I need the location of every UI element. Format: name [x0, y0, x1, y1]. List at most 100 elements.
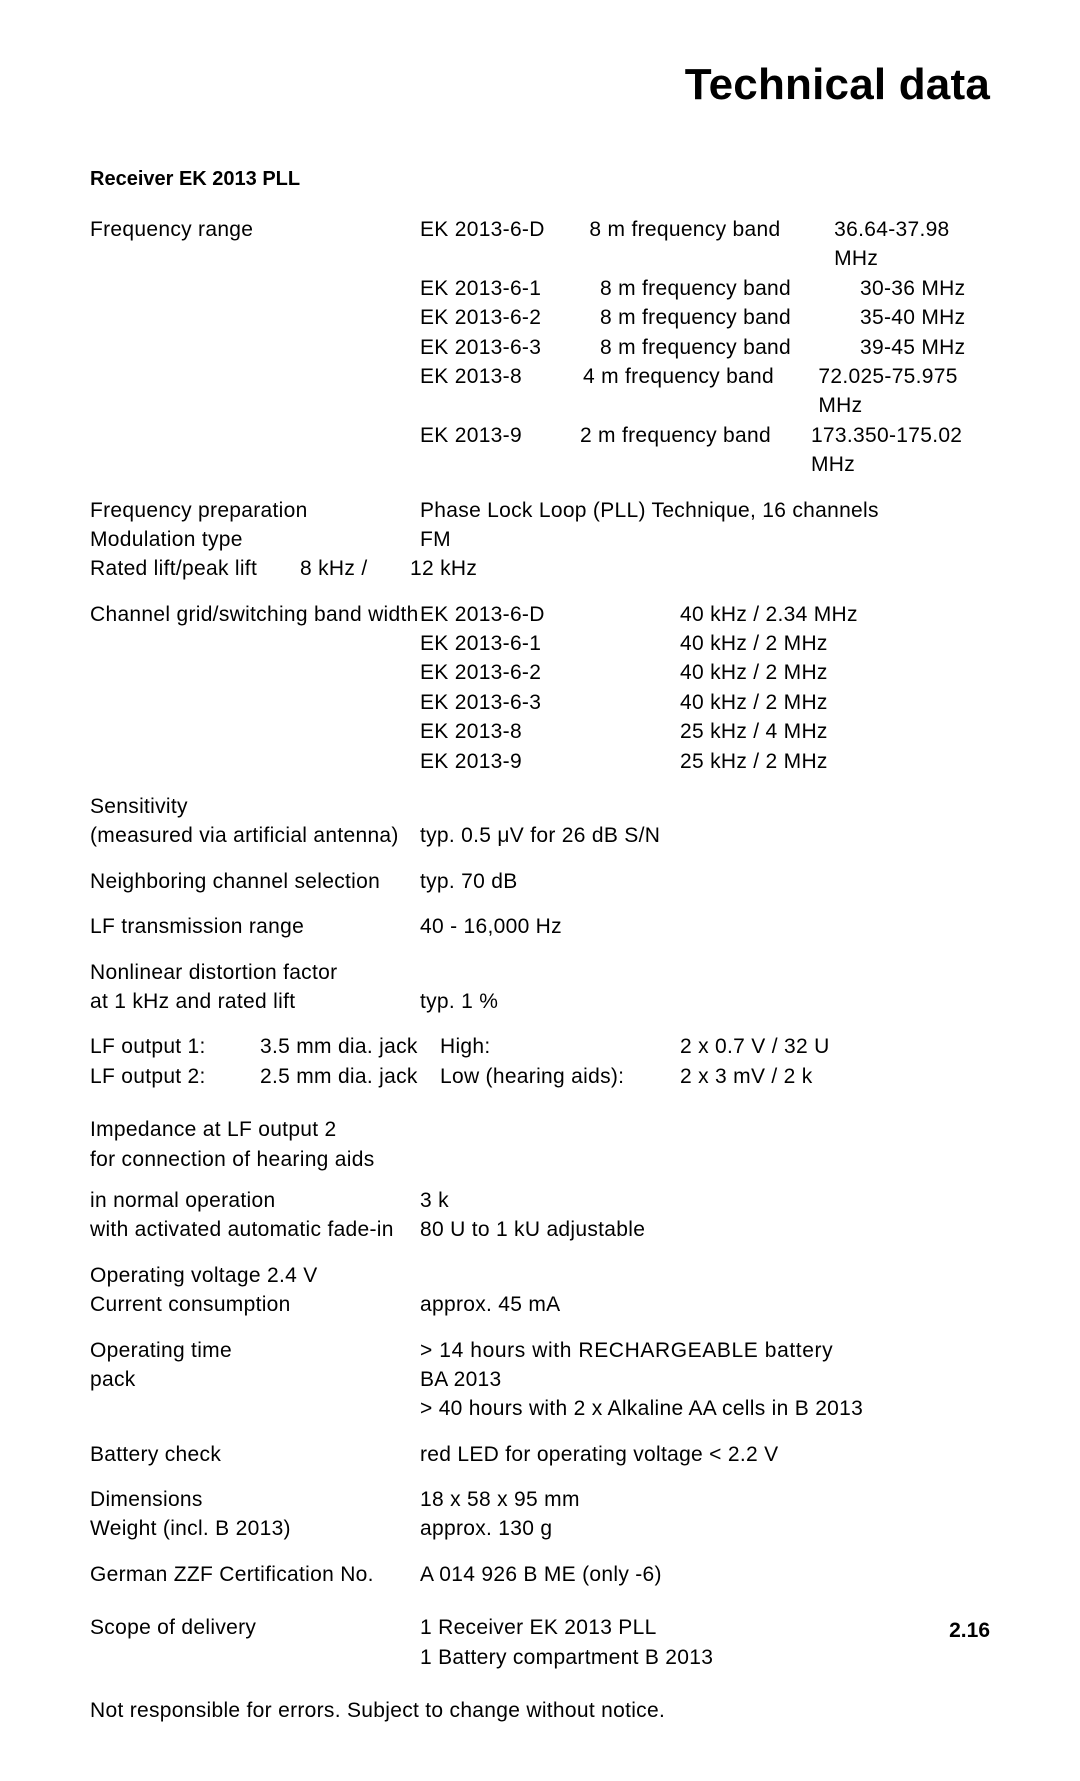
zzf-row: German ZZF Certification No. A 014 926 B… [90, 1560, 990, 1589]
value: red LED for operating voltage < 2.2 V [420, 1440, 990, 1469]
lf-out-1-row: LF output 1: 3.5 mm dia. jack High: 2 x … [90, 1032, 990, 1061]
c: High: [440, 1032, 680, 1061]
value: Phase Lock Loop (PLL) Technique, 16 chan… [420, 496, 990, 525]
value: > 14 hours with RECHARGEABLE battery [420, 1336, 990, 1365]
nld-row: Nonlinear distortion factor at 1 kHz and… [90, 958, 990, 1017]
d: 2 x 0.7 V / 32 U [680, 1032, 830, 1061]
op-voltage-row: Operating voltage 2.4 V [90, 1261, 990, 1290]
val: 35-40 MHz [860, 303, 965, 332]
model: EK 2013-8 [420, 362, 583, 421]
ex2: > 40 hours with 2 x Alkaline AA cells in… [420, 1394, 990, 1423]
label: in normal operation [90, 1186, 420, 1215]
cg-row: EK 2013-8 25 kHz / 4 MHz [420, 717, 990, 746]
b: 2.5 mm dia. jack [260, 1062, 440, 1091]
band: 4 m frequency band [583, 362, 818, 421]
page-number: 2.16 [949, 1619, 990, 1643]
cg-row: EK 2013-6-2 40 kHz / 2 MHz [420, 658, 990, 687]
value: typ. 70 dB [420, 867, 990, 896]
value: 3 k [420, 1186, 990, 1215]
lf-range-row: LF transmission range 40 - 16,000 Hz [90, 912, 990, 941]
disclaimer-row: Not responsible for errors. Subject to c… [90, 1696, 990, 1725]
val: 40 kHz / 2 MHz [680, 658, 828, 687]
band: 2 m frequency band [580, 421, 811, 480]
d: 2 x 3 mV / 2 k [680, 1062, 813, 1091]
impedance-label: Impedance at LF output 2 for connection … [90, 1115, 990, 1174]
label: with activated automatic fade-in [90, 1215, 420, 1244]
value: A 014 926 B ME (only -6) [420, 1560, 990, 1589]
sensitivity-value-wrap: typ. 0.5 μV for 26 dB S/N [420, 792, 990, 851]
val: 36.64-37.98 MHz [834, 215, 990, 274]
v2: 1 Battery compartment B 2013 [420, 1643, 990, 1672]
v1: 1 Receiver EK 2013 PLL [420, 1613, 990, 1642]
model: EK 2013-6-2 [420, 658, 680, 687]
label: Weight (incl. B 2013) [90, 1514, 420, 1543]
freq-row: EK 2013-6-2 8 m frequency band 35-40 MHz [420, 303, 990, 332]
b: 3.5 mm dia. jack [260, 1032, 440, 1061]
nld-label: Nonlinear distortion factor at 1 kHz and… [90, 958, 420, 1017]
freq-range-block: Frequency range EK 2013-6-D 8 m frequenc… [90, 215, 990, 480]
lf-out-2-row: LF output 2: 2.5 mm dia. jack Low (heari… [90, 1062, 990, 1091]
freq-row: EK 2013-6-D 8 m frequency band 36.64-37.… [420, 215, 990, 274]
battery-row: Battery check red LED for operating volt… [90, 1440, 990, 1469]
label: Scope of delivery [90, 1613, 420, 1672]
freq-row: EK 2013-8 4 m frequency band 72.025-75.9… [420, 362, 990, 421]
op-time-row: Operating time > 14 hours with RECHARGEA… [90, 1336, 990, 1365]
label: Frequency preparation [90, 496, 420, 525]
fadein-row: with activated automatic fade-in 80 U to… [90, 1215, 990, 1244]
l1: Impedance at LF output 2 [90, 1115, 990, 1144]
value: 80 U to 1 kU adjustable [420, 1215, 990, 1244]
label: German ZZF Certification No. [90, 1560, 420, 1589]
val: 40 kHz / 2 MHz [680, 688, 828, 717]
impedance-heading: Impedance at LF output 2 for connection … [90, 1115, 990, 1174]
val: 39-45 MHz [860, 333, 965, 362]
v2: 12 kHz [410, 554, 477, 583]
op-time-row-2: pack BA 2013 > 40 hours with 2 x Alkalin… [90, 1365, 990, 1424]
label: Battery check [90, 1440, 420, 1469]
l1: Sensitivity [90, 792, 420, 821]
op-time-extra: BA 2013 > 40 hours with 2 x Alkaline AA … [420, 1365, 990, 1424]
neighbor-row: Neighboring channel selection typ. 70 dB [90, 867, 990, 896]
freq-row: EK 2013-6-3 8 m frequency band 39-45 MHz [420, 333, 990, 362]
val: 25 kHz / 2 MHz [680, 747, 828, 776]
ex1: BA 2013 [420, 1365, 990, 1394]
normal-op-row: in normal operation 3 k [90, 1186, 990, 1215]
dims-row: Dimensions 18 x 58 x 95 mm [90, 1485, 990, 1514]
val: 40 kHz / 2.34 MHz [680, 600, 858, 629]
freq-row: EK 2013-9 2 m frequency band 173.350-175… [420, 421, 990, 480]
freq-prep-row: Frequency preparation Phase Lock Loop (P… [90, 496, 990, 525]
weight-row: Weight (incl. B 2013) approx. 130 g [90, 1514, 990, 1543]
model: EK 2013-6-D [420, 215, 589, 274]
section-heading: Receiver EK 2013 PLL [90, 168, 990, 191]
freq-range-rows: EK 2013-6-D 8 m frequency band 36.64-37.… [420, 215, 990, 480]
c: Low (hearing aids): [440, 1062, 680, 1091]
label: Neighboring channel selection [90, 867, 420, 896]
l2: at 1 kHz and rated lift [90, 987, 420, 1016]
cg-rows: EK 2013-6-D 40 kHz / 2.34 MHz EK 2013-6-… [420, 600, 990, 776]
l2: (measured via artificial antenna) [90, 821, 420, 850]
label: Operating time [90, 1336, 420, 1365]
model: EK 2013-9 [420, 747, 680, 776]
mod-type-row: Modulation type FM [90, 525, 990, 554]
label: LF transmission range [90, 912, 420, 941]
a: LF output 2: [90, 1062, 260, 1091]
scope-row: Scope of delivery 1 Receiver EK 2013 PLL… [90, 1613, 990, 1672]
val: 173.350-175.02 MHz [811, 421, 990, 480]
model: EK 2013-6-3 [420, 688, 680, 717]
freq-range-label: Frequency range [90, 215, 420, 480]
band: 8 m frequency band [589, 215, 834, 274]
sensitivity-label: Sensitivity (measured via artificial ant… [90, 792, 420, 851]
label: pack [90, 1365, 420, 1424]
label: Rated lift/peak lift [90, 554, 300, 583]
nld-value-wrap: typ. 1 % [420, 958, 990, 1017]
val: 40 kHz / 2 MHz [680, 629, 828, 658]
cg-row: EK 2013-6-3 40 kHz / 2 MHz [420, 688, 990, 717]
v1: 8 kHz / [300, 554, 410, 583]
rated-lift-row: Rated lift/peak lift 8 kHz / 12 kHz [90, 554, 990, 583]
scope-values: 1 Receiver EK 2013 PLL 1 Battery compart… [420, 1613, 990, 1672]
label: Operating voltage 2.4 V [90, 1261, 990, 1290]
band: 8 m frequency band [600, 303, 860, 332]
current-row: Current consumption approx. 45 mA [90, 1290, 990, 1319]
l1: Nonlinear distortion factor [90, 958, 420, 987]
label-text: Frequency range [90, 215, 420, 244]
label: Modulation type [90, 525, 420, 554]
